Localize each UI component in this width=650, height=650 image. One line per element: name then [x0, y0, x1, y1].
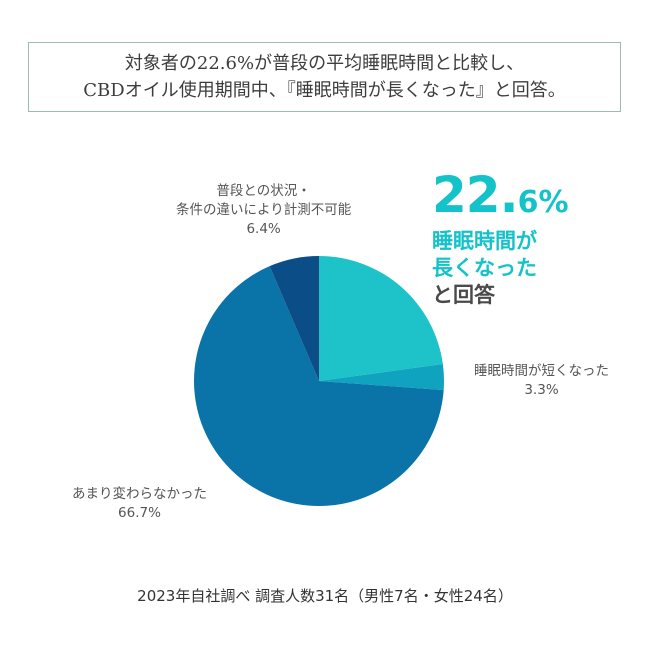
highlight-callout: 睡眠時間が 長くなった と回答: [432, 228, 537, 309]
headline-line-2: CBDオイル使用期間中、『睡眠時間が長くなった』と回答。: [83, 80, 566, 101]
slice-label-shorter-sleep: 睡眠時間が短くなった 3.3%: [474, 362, 609, 400]
slice-no-change: [194, 266, 444, 506]
slice-unmeasurable: [269, 256, 319, 381]
callout-line-2: 長くなった: [432, 256, 537, 280]
slice-label-no-change-value: 66.7%: [118, 505, 161, 521]
slice-label-shorter-sleep-name: 睡眠時間が短くなった: [474, 363, 609, 379]
slice-label-no-change: あまり変わらなかった 66.7%: [72, 485, 207, 523]
callout-line-3: と回答: [432, 283, 495, 307]
slice-shorter-sleep: [319, 364, 445, 391]
callout-line-1: 睡眠時間が: [432, 229, 537, 253]
survey-footnote: 2023年自社調べ 調査人数31名（男性7名・女性24名）: [137, 587, 513, 605]
slice-longer-sleep: [319, 256, 443, 381]
slice-label-shorter-sleep-value: 3.3%: [524, 382, 559, 398]
pie-slices: [194, 256, 445, 506]
slice-label-unmeasurable-value: 6.4%: [246, 221, 281, 237]
headline-line-1: 対象者の22.6%が普段の平均睡眠時間と比較し、: [124, 53, 525, 74]
slice-label-unmeasurable-line-2: 条件の違いにより計測不可能: [176, 202, 352, 218]
highlight-percentage: 22.6%: [432, 170, 569, 220]
headline-box: 対象者の22.6%が普段の平均睡眠時間と比較し、 CBDオイル使用期間中、『睡眠…: [28, 42, 621, 112]
highlight-percentage-integer: 22.: [432, 166, 519, 224]
slice-label-no-change-name: あまり変わらなかった: [72, 486, 207, 502]
highlight-percentage-fraction: 6%: [517, 185, 569, 220]
slice-label-unmeasurable-line-1: 普段との状況・: [216, 183, 311, 199]
slice-label-unmeasurable: 普段との状況・ 条件の違いにより計測不可能 6.4%: [176, 182, 351, 239]
